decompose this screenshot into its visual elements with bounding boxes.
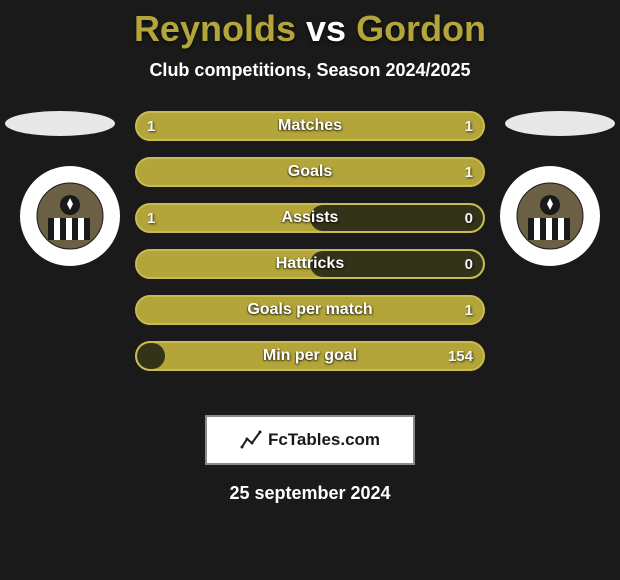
stat-right-value: 1 — [465, 113, 473, 139]
brand-logo-icon — [240, 429, 262, 451]
stat-bar: Goals per match 1 — [135, 295, 485, 325]
stat-bars: 1 Matches 1 Goals 1 1 Assists 0 Hattrick… — [135, 111, 485, 387]
stat-right-value: 154 — [448, 343, 473, 369]
stat-label: Matches — [137, 113, 483, 139]
stat-label: Min per goal — [137, 343, 483, 369]
club-crest-icon — [36, 182, 104, 250]
title-vs: vs — [306, 8, 346, 49]
stat-label: Hattricks — [137, 251, 483, 277]
stat-right-value: 1 — [465, 159, 473, 185]
page-title: Reynolds vs Gordon — [0, 0, 620, 50]
shadow-ellipse-right — [505, 111, 615, 136]
brand-text: FcTables.com — [268, 430, 380, 450]
shadow-ellipse-left — [5, 111, 115, 136]
club-badge-left — [20, 166, 120, 266]
stat-right-value: 0 — [465, 205, 473, 231]
stat-right-value: 0 — [465, 251, 473, 277]
date-stamp: 25 september 2024 — [0, 483, 620, 504]
comparison-stage: 1 Matches 1 Goals 1 1 Assists 0 Hattrick… — [0, 111, 620, 411]
stat-bar: 1 Assists 0 — [135, 203, 485, 233]
stat-label: Goals — [137, 159, 483, 185]
club-badge-right — [500, 166, 600, 266]
stat-bar: 1 Matches 1 — [135, 111, 485, 141]
brand-box: FcTables.com — [205, 415, 415, 465]
stat-label: Assists — [137, 205, 483, 231]
stat-right-value: 1 — [465, 297, 473, 323]
stat-label: Goals per match — [137, 297, 483, 323]
stat-bar: Hattricks 0 — [135, 249, 485, 279]
title-player1: Reynolds — [134, 8, 296, 49]
title-player2: Gordon — [356, 8, 486, 49]
stat-bar: Goals 1 — [135, 157, 485, 187]
stat-bar: Min per goal 154 — [135, 341, 485, 371]
club-crest-icon — [516, 182, 584, 250]
subtitle: Club competitions, Season 2024/2025 — [0, 60, 620, 81]
